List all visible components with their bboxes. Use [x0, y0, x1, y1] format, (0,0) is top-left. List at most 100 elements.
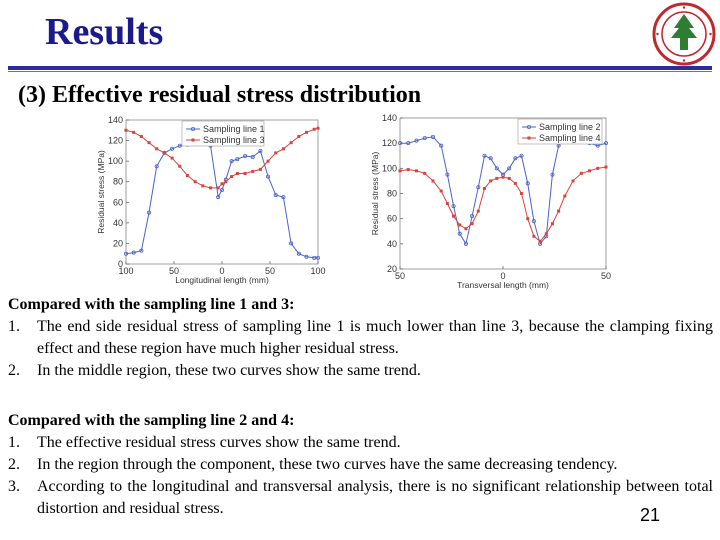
data-point	[315, 255, 320, 260]
x-tick-label: 0	[219, 266, 224, 276]
list-text: According to the longitudinal and transv…	[37, 478, 713, 517]
data-point	[604, 165, 608, 169]
list-text: In the region through the component, the…	[37, 456, 618, 473]
data-point	[124, 128, 128, 132]
data-point	[476, 185, 481, 190]
comparison-heading-2: Compared with the sampling line 2 and 4:	[8, 412, 295, 429]
data-point	[451, 204, 456, 209]
data-point	[406, 168, 410, 172]
list-item: 2. In the region through the component, …	[8, 454, 713, 476]
data-point	[266, 174, 271, 179]
list-item: 2. In the middle region, these two curve…	[8, 360, 713, 382]
data-point	[155, 147, 159, 151]
data-point	[519, 153, 524, 158]
chart-transversal-svg: 20 40 60 80 100 120 140 50 0 50 Transversal length…	[370, 113, 611, 290]
y-tick-label: 20	[387, 264, 397, 274]
data-point	[170, 156, 174, 160]
data-point	[201, 184, 205, 188]
data-point	[147, 141, 151, 145]
university-seal-logo	[652, 2, 716, 66]
list-number: 3.	[8, 478, 20, 495]
data-point	[550, 222, 554, 226]
list-number: 2.	[8, 456, 20, 473]
x-tick-label: 50	[601, 271, 611, 281]
data-point	[414, 169, 418, 173]
data-point	[603, 141, 608, 146]
data-point	[430, 134, 435, 139]
list-text: The end side residual stress of sampling…	[37, 318, 713, 357]
data-point	[557, 209, 561, 213]
x-tick-label: 50	[169, 266, 179, 276]
data-point	[281, 147, 285, 151]
data-point	[178, 164, 182, 168]
page-number: 21	[640, 505, 661, 525]
x-tick-label: 50	[395, 271, 405, 281]
y-tick-label: 40	[387, 239, 397, 249]
data-point	[154, 164, 159, 169]
data-point	[579, 171, 583, 175]
chart-longitudinal-svg: 0 20 40 60 80 100 120 140 100 50 0 50 100 Longitudina…	[96, 115, 326, 285]
data-point	[513, 181, 517, 185]
data-point	[177, 143, 182, 148]
data-point	[470, 214, 475, 219]
data-point	[230, 175, 234, 179]
data-point	[193, 180, 197, 184]
data-point	[297, 134, 301, 138]
data-point	[224, 180, 228, 184]
data-point	[563, 194, 567, 198]
data-point	[494, 166, 499, 171]
data-point	[235, 171, 239, 175]
y-tick-label: 120	[382, 138, 397, 148]
legend-label: Sampling line 2	[539, 122, 601, 132]
data-point	[406, 141, 411, 146]
legend-label: Sampling line 4	[539, 133, 601, 143]
data-point	[251, 169, 255, 173]
data-point	[550, 172, 555, 177]
list-item: 1. The effective residual stress curves …	[8, 432, 713, 454]
data-point	[422, 136, 427, 141]
data-point	[273, 193, 278, 198]
data-point	[507, 176, 511, 180]
data-point	[216, 186, 220, 190]
data-point	[208, 186, 212, 190]
data-point	[243, 171, 247, 175]
comparison-heading-1: Compared with the sampling line 1 and 3:	[8, 296, 295, 313]
list-number: 2.	[8, 362, 20, 379]
data-point	[216, 195, 221, 200]
data-point	[507, 166, 512, 171]
data-point	[431, 179, 435, 183]
legend-marker	[191, 126, 196, 131]
data-point	[185, 174, 189, 178]
chart-longitudinal: 0 20 40 60 80 100 120 140 100 50 0 50 100 Longitudina…	[96, 112, 328, 292]
y-tick-label: 100	[108, 156, 123, 166]
data-point	[258, 167, 262, 171]
data-point	[464, 227, 468, 231]
list-text: In the middle region, these two curves s…	[37, 362, 421, 379]
y-tick-label: 40	[113, 218, 123, 228]
data-point	[274, 151, 278, 155]
data-point	[452, 214, 456, 218]
y-tick-label: 80	[113, 177, 123, 187]
data-point	[296, 251, 301, 256]
series-line-2	[125, 127, 319, 189]
x-tick-label: 0	[500, 271, 505, 281]
data-point	[458, 223, 462, 227]
data-point	[304, 254, 309, 259]
data-point	[544, 232, 548, 236]
x-tick-label: 100	[310, 266, 325, 276]
data-point	[588, 169, 592, 173]
data-point	[482, 186, 486, 190]
x-axis-label: Transversal length (mm)	[457, 280, 549, 290]
series-line-1	[125, 140, 318, 259]
list-number: 1.	[8, 434, 20, 451]
title-divider-thin	[8, 71, 712, 72]
data-point	[235, 157, 240, 162]
legend-label: Sampling line 1	[203, 124, 265, 134]
data-point	[482, 153, 487, 158]
data-point	[312, 255, 317, 260]
data-point	[439, 143, 444, 148]
list-number: 1.	[8, 318, 20, 335]
data-point	[596, 166, 600, 170]
chart-transversal: 20 40 60 80 100 120 140 50 0 50 Transversal length…	[366, 110, 614, 294]
data-point	[414, 138, 419, 143]
